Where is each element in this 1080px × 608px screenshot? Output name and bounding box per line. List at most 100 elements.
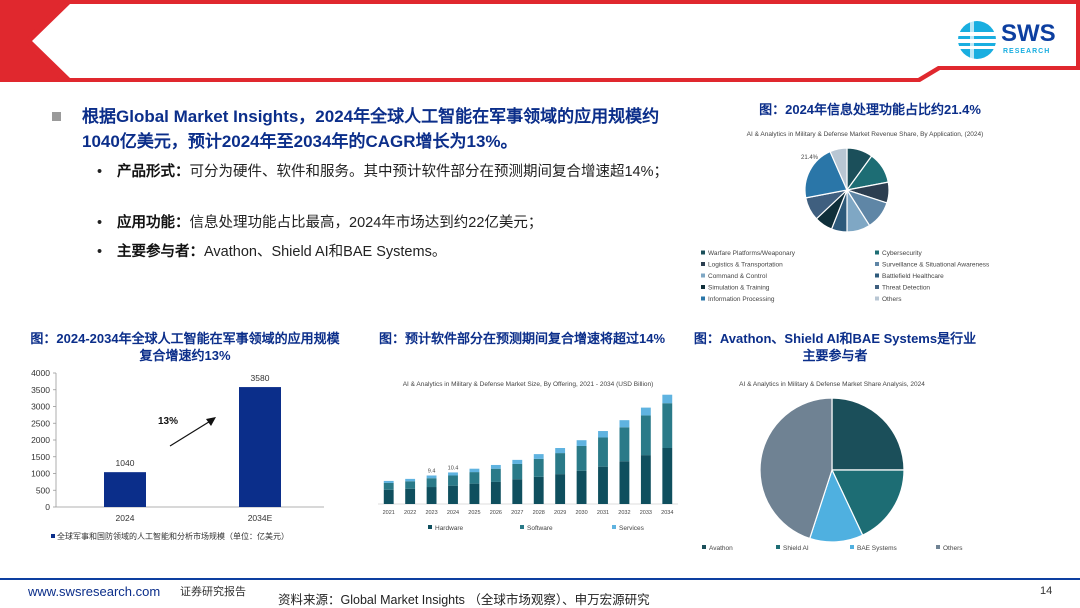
legend-swatch (701, 273, 705, 278)
legend-swatch (51, 534, 55, 538)
legend-swatch (875, 273, 879, 278)
y-tick-label: 3500 (31, 385, 50, 395)
legend-swatch (875, 250, 879, 255)
stacked-bar-segment (426, 475, 437, 479)
stacked-bar-segment (555, 448, 566, 454)
stacked-bar-segment (576, 445, 587, 471)
legend-swatch (520, 525, 524, 529)
stacked-bar-segment (426, 487, 437, 504)
legend-entry: Hardware (435, 525, 464, 532)
stacked-bar-segment (576, 440, 587, 446)
x-tick-label: 2033 (640, 510, 652, 516)
trend-arrow (169, 419, 213, 447)
chart-title: AI & Analytics in Military & Defense Mar… (739, 381, 925, 388)
legend-entry: Shield AI (783, 545, 809, 552)
x-tick-label: 2030 (575, 510, 587, 516)
footer-divider (0, 578, 1080, 580)
legend-swatch (702, 545, 706, 549)
bullet-text: Avathon、Shield AI和BAE Systems。 (204, 244, 447, 260)
stacked-bar-segment (662, 394, 673, 404)
stacked-bar-segment (640, 415, 651, 456)
chart-title: AI & Analytics in Military & Defense Mar… (747, 131, 984, 138)
stacked-bar-segment (640, 455, 651, 504)
bullet-label: 产品形式： (117, 164, 190, 180)
stacked-bar-segment (448, 485, 458, 504)
y-tick-label: 2000 (31, 435, 50, 445)
legend-entry: Simulation & Training (708, 285, 770, 292)
fig-caption-left: 图：2024-2034年全球人工智能在军事领域的应用规模复合增速约13% (30, 331, 340, 363)
stacked-bar-segment (640, 407, 651, 416)
stacked-bar-segment (533, 476, 544, 504)
legend-swatch (936, 545, 940, 549)
legend-entry: Software (527, 525, 553, 532)
x-tick-label: 2031 (597, 510, 609, 516)
application-pie-chart: AI & Analytics in Military & Defense Mar… (701, 131, 990, 303)
x-tick-label: 2026 (490, 510, 502, 516)
players-pie-chart: AI & Analytics in Military & Defense Mar… (702, 381, 963, 552)
stacked-bar-segment (598, 431, 608, 438)
stacked-bar-segment (490, 468, 501, 482)
sws-logo: SWS RESEARCH (955, 18, 1065, 62)
footer-report-type: 证券研究报告 (180, 586, 246, 598)
stacked-bar-segment (555, 453, 566, 475)
stacked-bar-segment (469, 468, 480, 473)
legend-swatch (875, 262, 879, 266)
footer-url[interactable]: www.swsresearch.com (28, 584, 161, 599)
legend-entry: Cybersecurity (882, 250, 922, 257)
legend-swatch (612, 525, 616, 529)
stacked-bar-segment (662, 403, 673, 448)
stacked-bar-segment (448, 475, 458, 486)
x-tick-label: 2023 (425, 510, 437, 516)
dot-icon: • (97, 164, 103, 180)
cagr-annotation: 13% (158, 416, 178, 427)
legend-swatch (701, 285, 705, 289)
stacked-bar-segment (383, 482, 394, 490)
legend-swatch (850, 545, 854, 549)
x-tick-label: 2025 (468, 510, 480, 516)
y-tick-label: 2500 (31, 418, 50, 428)
data-label: 10.4 (448, 465, 459, 471)
data-label: 1040 (116, 458, 135, 468)
legend-entry: Surveillance & Situational Awareness (882, 262, 990, 269)
legend-swatch (701, 262, 705, 266)
stacked-bar-segment (469, 472, 480, 484)
data-label: 9.4 (428, 468, 436, 474)
legend-entry: 全球军事和国防领域的人工智能和分析市场规模（单位：亿美元） (57, 531, 289, 541)
x-tick-label: 2022 (404, 510, 416, 516)
data-label: 21.4% (801, 155, 819, 161)
pie-slice (759, 397, 833, 540)
bullet-application: • 应用功能：信息处理功能占比最高，2024年市场达到约22亿美元； (97, 213, 697, 234)
stacked-bar-segment (598, 466, 608, 504)
x-tick-label: 2028 (533, 510, 545, 516)
stacked-bar-segment (405, 488, 416, 504)
brand-name: SWS (1001, 20, 1056, 47)
legend-entry: BAE Systems (857, 545, 897, 552)
fig-caption-right: 图：Avathon、Shield AI和BAE Systems是行业主要参与者 (693, 331, 977, 363)
x-tick-label: 2021 (383, 510, 395, 516)
fig-caption-mid: 图：预计软件部分在预测期间复合增速将超过14% (378, 331, 666, 346)
page-number: 14 (1040, 585, 1053, 597)
stacked-bar-segment (490, 464, 501, 469)
stacked-bar-segment (619, 461, 630, 504)
x-tick-label: 2032 (618, 510, 630, 516)
logo-globe-icon (958, 21, 996, 59)
brand-sub: RESEARCH (1003, 48, 1051, 55)
legend-entry: Logistics & Transportation (708, 262, 783, 269)
bullet-product: • 产品形式：可分为硬件、软件和服务。其中预计软件部分在预测期间复合增速超14%… (97, 162, 697, 204)
offering-stacked-bar-chart: AI & Analytics in Military & Defense Mar… (378, 381, 678, 532)
legend-swatch (875, 296, 879, 301)
y-tick-label: 1000 (31, 469, 50, 479)
stacked-bar-segment (512, 459, 523, 464)
x-tick-label: 2029 (554, 510, 566, 516)
legend-swatch (428, 525, 432, 529)
square-bullet-icon (52, 112, 61, 121)
market-size-bar-chart: 0 500 1000 1500 2000 2500 3000 3500 4000 1040 2024… (31, 368, 324, 541)
stacked-bar-segment (448, 472, 458, 476)
pie-slice (831, 397, 905, 471)
stacked-bar-segment (405, 481, 416, 489)
legend-entry: Others (882, 296, 902, 303)
bar (239, 387, 281, 507)
x-tick-label: 2024 (447, 510, 459, 516)
legend-entry: Avathon (709, 545, 733, 552)
bullet-players: • 主要参与者：Avathon、Shield AI和BAE Systems。 (97, 242, 697, 263)
